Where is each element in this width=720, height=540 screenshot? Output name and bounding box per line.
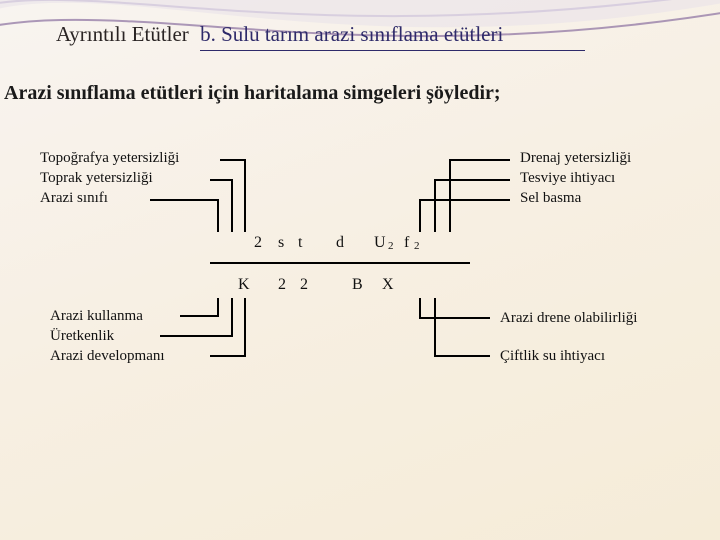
diagram-label: X — [382, 276, 394, 294]
bracket-path — [435, 180, 510, 232]
diagram-label: t — [298, 234, 302, 252]
bracket-path — [420, 200, 510, 232]
diagram-label: B — [352, 276, 363, 294]
diagram-label: Arazi drene olabilirliği — [500, 310, 637, 327]
diagram-label: Arazi sınıfı — [40, 190, 108, 207]
diagram-label: Drenaj yetersizliği — [520, 150, 631, 167]
bracket-path — [435, 298, 490, 356]
bracket-path — [420, 298, 490, 318]
diagram-label: 2 — [300, 276, 308, 294]
bracket-path — [210, 180, 232, 232]
title-left: Ayrıntılı Etütler — [56, 22, 189, 46]
diagram-label: K — [238, 276, 250, 294]
diagram-label: f — [404, 234, 409, 252]
diagram-label: 2 — [388, 240, 394, 252]
diagram-label: s — [278, 234, 284, 252]
diagram-label: Çiftlik su ihtiyacı — [500, 348, 605, 365]
subtitle-text: Arazi sınıflama etütleri için haritalama… — [4, 82, 501, 105]
diagram-label: Tesviye ihtiyacı — [520, 170, 615, 187]
mapping-symbols-diagram: Topoğrafya yetersizliği Toprak yetersizli… — [20, 140, 700, 390]
bracket-path — [450, 160, 510, 232]
diagram-label: Arazi developmanı — [50, 348, 165, 365]
title-right: b. Sulu tarım arazi sınıflama etütleri — [200, 22, 503, 46]
diagram-label: 2 — [254, 234, 262, 252]
diagram-label: Üretkenlik — [50, 328, 114, 345]
diagram-label: Arazi kullanma — [50, 308, 143, 325]
bracket-path — [150, 200, 218, 232]
slide-title: Ayrıntılı Etütler b. Sulu tarım arazi sı… — [56, 22, 503, 47]
diagram-label: Topoğrafya yetersizliği — [40, 150, 179, 167]
diagram-label: 2 — [278, 276, 286, 294]
diagram-label: d — [336, 234, 344, 252]
bracket-path — [210, 298, 245, 356]
diagram-label: U — [374, 234, 386, 252]
bracket-path — [180, 298, 218, 316]
diagram-label: Sel basma — [520, 190, 581, 207]
diagram-label: Toprak yetersizliği — [40, 170, 153, 187]
title-underline — [200, 50, 585, 51]
diagram-label: 2 — [414, 240, 420, 252]
